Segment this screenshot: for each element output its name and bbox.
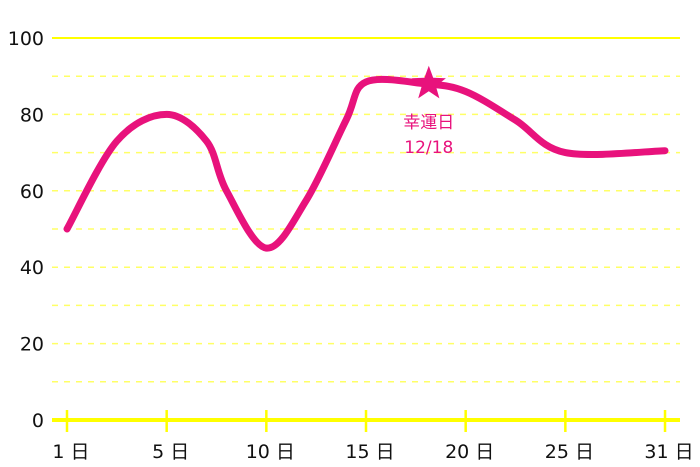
x-tick-label: 15 日 [345, 441, 394, 463]
y-axis: 0 20 40 60 80 100 [8, 28, 44, 432]
y-tick-label: 100 [8, 28, 44, 50]
annotation-label: 幸運日 [403, 113, 454, 133]
x-tick-label: 10 日 [246, 441, 295, 463]
y-tick-label: 20 [20, 334, 44, 356]
y-tick-label: 80 [20, 104, 44, 126]
grid-lines [52, 37, 680, 383]
y-tick-label: 60 [20, 181, 44, 203]
y-tick-label: 0 [32, 410, 44, 432]
x-tick-label: 20 日 [445, 441, 494, 463]
x-tick-label: 31 日 [644, 441, 693, 463]
x-tick-label: 5 日 [152, 441, 189, 463]
star-icon [411, 65, 446, 99]
annotation-date: 12/18 [404, 138, 453, 158]
x-axis: 1 日 5 日 10 日 15 日 20 日 25 日 31 日 [52, 410, 694, 463]
x-tick-label: 1 日 [52, 441, 89, 463]
y-tick-label: 40 [20, 257, 44, 279]
x-tick-label: 25 日 [545, 441, 594, 463]
series-line [63, 75, 669, 252]
